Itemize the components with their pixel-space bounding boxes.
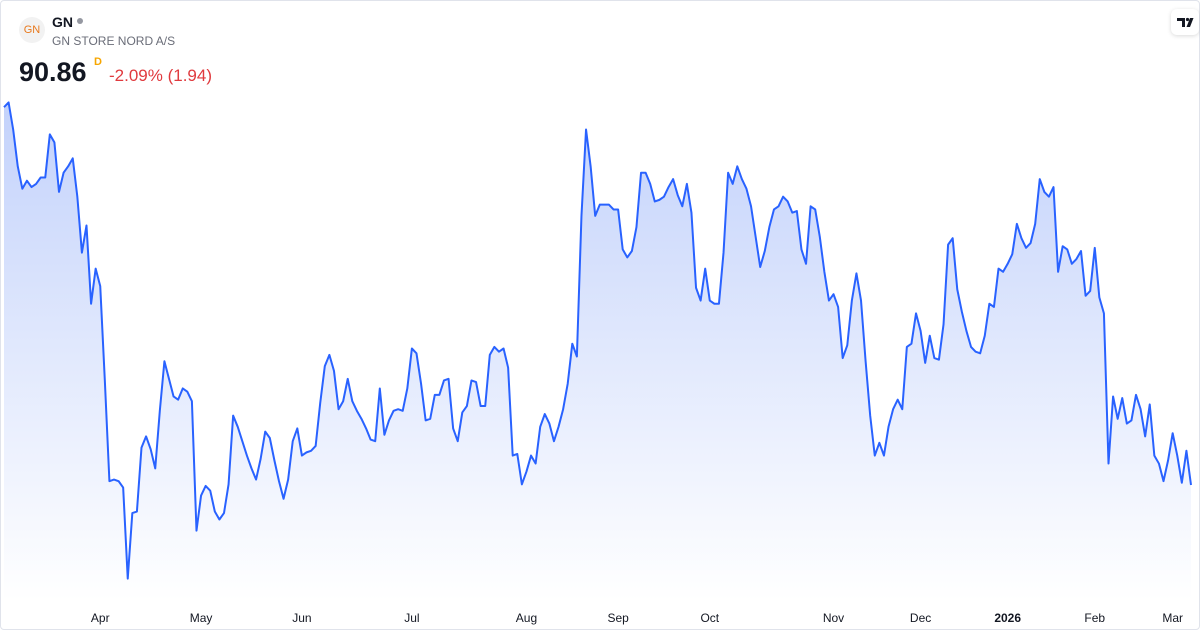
symbol[interactable]: GN <box>52 14 73 30</box>
status-dot <box>77 18 83 24</box>
logo <box>19 17 45 43</box>
x-tick-label: Jul <box>404 611 419 625</box>
x-tick-label: Oct <box>700 611 719 625</box>
x-tick-label: Feb <box>1084 611 1105 625</box>
x-tick-label: Aug <box>516 611 537 625</box>
x-tick-label: 2026 <box>994 611 1021 625</box>
tradingview-logo[interactable] <box>1171 9 1199 35</box>
area-fill <box>4 102 1191 601</box>
interval: D <box>94 56 102 68</box>
x-tick-label: Sep <box>607 611 629 625</box>
price: 90.86 <box>19 57 87 87</box>
x-tick-label: Dec <box>910 611 931 625</box>
price-line <box>3 101 1192 580</box>
x-tick-label: Nov <box>823 611 844 625</box>
x-tick-label: Apr <box>91 611 110 625</box>
logo-text: GN <box>23 24 41 36</box>
tv-icon <box>1177 17 1194 27</box>
change: -2.09% (1.94) <box>109 66 212 85</box>
x-tick-label: Jun <box>292 611 311 625</box>
company-name: GN STORE NORD A/S <box>52 34 176 48</box>
x-tick-label: Mar <box>1162 611 1183 625</box>
x-tick-label: May <box>190 611 213 625</box>
